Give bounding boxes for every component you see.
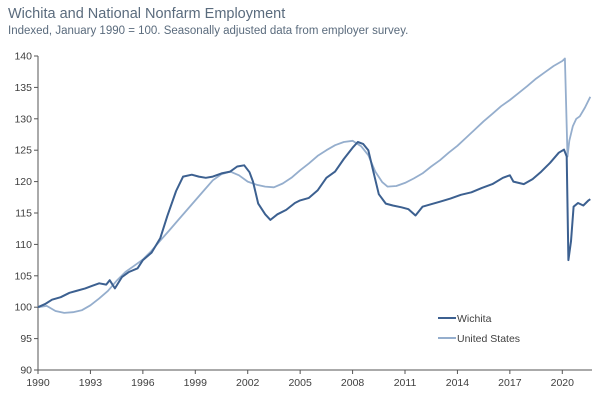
chart-subtitle: Indexed, January 1990 = 100. Seasonally …: [8, 25, 409, 37]
x-tick-label: 1993: [79, 377, 103, 389]
y-tick-label: 120: [14, 176, 32, 188]
y-ticks: 90 95 100 105 110 115 120 125 130 135 140: [14, 51, 38, 377]
legend-label: United States: [457, 333, 520, 345]
legend: Wichita United States: [438, 313, 520, 345]
x-tick-label: 1996: [131, 377, 155, 389]
x-tick-label: 2020: [551, 377, 575, 389]
x-tick-label: 2014: [446, 377, 470, 389]
y-tick-label: 95: [20, 333, 32, 345]
series-line-wichita: [37, 141, 591, 309]
legend-label: Wichita: [457, 313, 492, 325]
x-tick-label: 2002: [236, 377, 260, 389]
y-tick-label: 115: [15, 208, 32, 220]
y-tick-label: 110: [15, 239, 32, 251]
y-tick-label: 105: [14, 270, 32, 282]
x-tick-label: 2011: [394, 377, 417, 389]
y-tick-label: 140: [14, 51, 32, 63]
x-tick-label: 2005: [288, 377, 312, 389]
series-line-united-states: [37, 57, 592, 314]
y-tick-label: 135: [14, 82, 32, 94]
y-tick-label: 100: [14, 302, 32, 314]
x-tick-label: 2008: [341, 377, 365, 389]
y-tick-label: 125: [14, 145, 32, 157]
series-layer: [37, 57, 592, 314]
x-tick-label: 1999: [184, 377, 208, 389]
x-tick-label: 2017: [498, 377, 522, 389]
chart-title: Wichita and National Nonfarm Employment: [8, 6, 286, 22]
x-tick-label: 1990: [26, 377, 50, 389]
y-tick-label: 90: [20, 365, 32, 377]
x-ticks: 1990 1993 1996 1999 2002 2005 2008 2011 2014 2017…: [26, 370, 574, 389]
y-tick-label: 130: [14, 113, 32, 125]
